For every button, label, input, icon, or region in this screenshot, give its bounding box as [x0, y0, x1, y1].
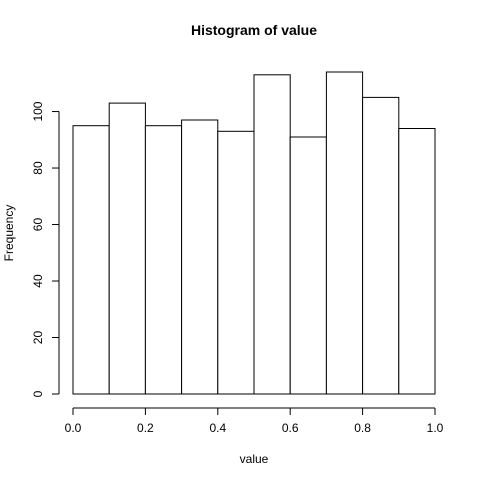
y-tick-label: 80: [31, 161, 45, 175]
histogram-bar: [108, 102, 146, 395]
histogram-bar: [217, 130, 255, 395]
chart-title: Histogram of value: [191, 22, 317, 38]
x-tick-label: 0.8: [354, 421, 371, 435]
y-tick-label: 40: [31, 274, 45, 288]
x-tick-label: 0.2: [137, 421, 154, 435]
histogram-bar: [398, 128, 436, 395]
y-axis: 0 20 40 60 80 100: [31, 101, 60, 397]
y-axis-label: Frequency: [2, 205, 16, 262]
x-tick-label: 1.0: [427, 421, 444, 435]
histogram-bar: [253, 74, 291, 395]
y-tick-label: 0: [31, 390, 45, 397]
y-tick-label: 20: [31, 331, 45, 345]
x-axis-label: value: [240, 452, 269, 466]
histogram-bar: [181, 119, 219, 395]
bars-group: [72, 71, 436, 395]
histogram-bar: [362, 96, 400, 395]
histogram-bar: [144, 125, 183, 395]
x-tick-label: 0.6: [282, 421, 299, 435]
histogram-bar: [289, 136, 327, 395]
histogram-bar: [72, 125, 110, 395]
y-tick-label: 100: [31, 101, 45, 121]
y-tick-label: 60: [31, 218, 45, 232]
x-tick-label: 0.0: [65, 421, 82, 435]
histogram-bar: [325, 71, 364, 395]
x-tick-label: 0.4: [209, 421, 226, 435]
x-axis: 0.0 0.2 0.4 0.6 0.8 1.0: [65, 407, 444, 435]
